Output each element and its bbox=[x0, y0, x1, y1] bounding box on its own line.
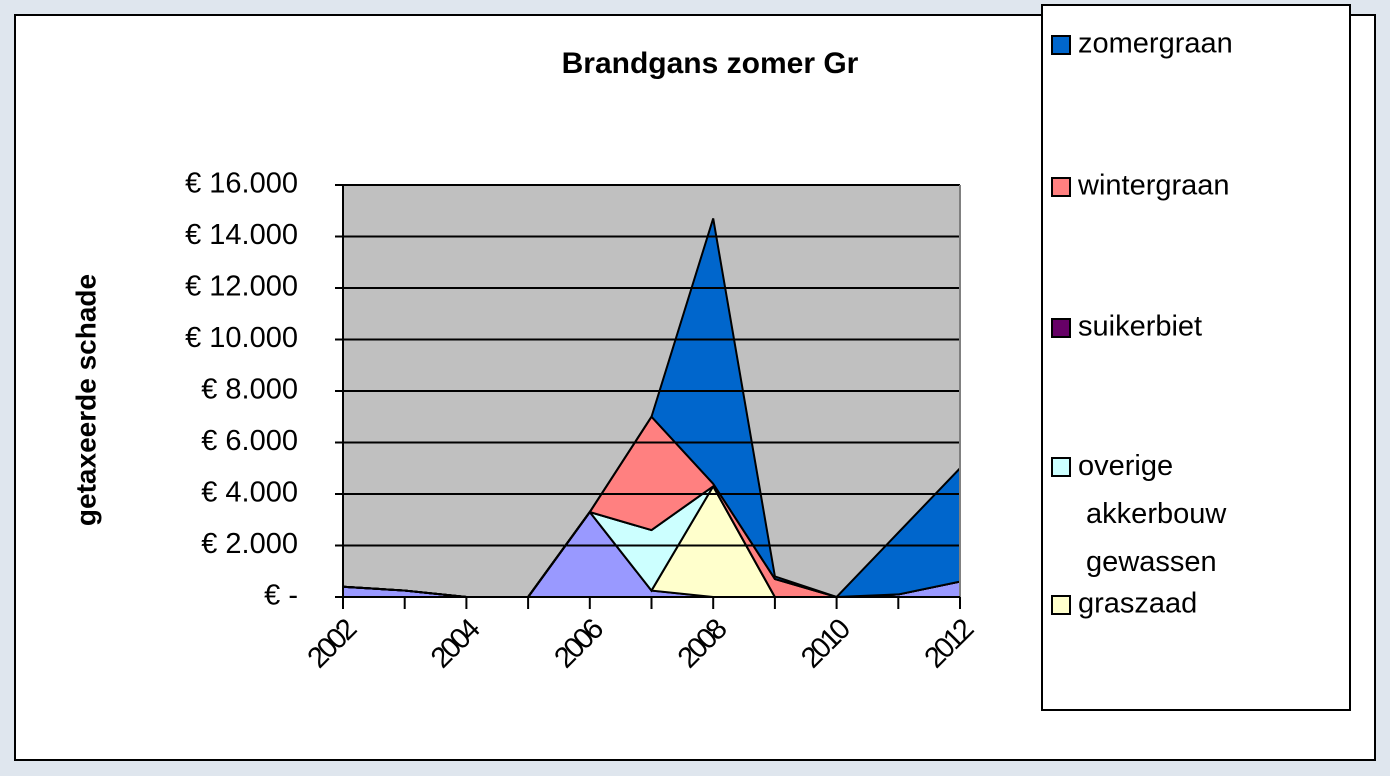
legend-swatch bbox=[1051, 595, 1071, 615]
legend-swatch bbox=[1051, 318, 1071, 338]
y-axis-label: getaxeerde schade bbox=[70, 274, 101, 526]
y-tick-label: € 6.000 bbox=[201, 425, 298, 457]
legend-swatch bbox=[1051, 457, 1071, 477]
legend-swatch bbox=[1051, 35, 1071, 55]
y-tick-label: € 14.000 bbox=[185, 219, 298, 251]
legend-label: zomergraan bbox=[1078, 28, 1233, 60]
y-tick-label: € 4.000 bbox=[201, 477, 298, 509]
y-tick-label: € - bbox=[264, 580, 298, 612]
y-tick-label: € 8.000 bbox=[201, 374, 298, 406]
legend-label: overige akkerbouw gewassen bbox=[1078, 450, 1227, 578]
y-tick-label: € 16.000 bbox=[185, 168, 298, 200]
chart-title: Brandgans zomer Gr bbox=[562, 47, 859, 80]
legend bbox=[1041, 4, 1351, 711]
y-tick-label: € 2.000 bbox=[201, 528, 298, 560]
legend-label: graszaad bbox=[1078, 588, 1197, 620]
y-tick-label: € 12.000 bbox=[185, 271, 298, 303]
legend-swatch bbox=[1051, 177, 1071, 197]
legend-label: suikerbiet bbox=[1078, 311, 1202, 343]
legend-label: wintergraan bbox=[1077, 170, 1230, 202]
y-tick-label: € 10.000 bbox=[185, 322, 298, 354]
